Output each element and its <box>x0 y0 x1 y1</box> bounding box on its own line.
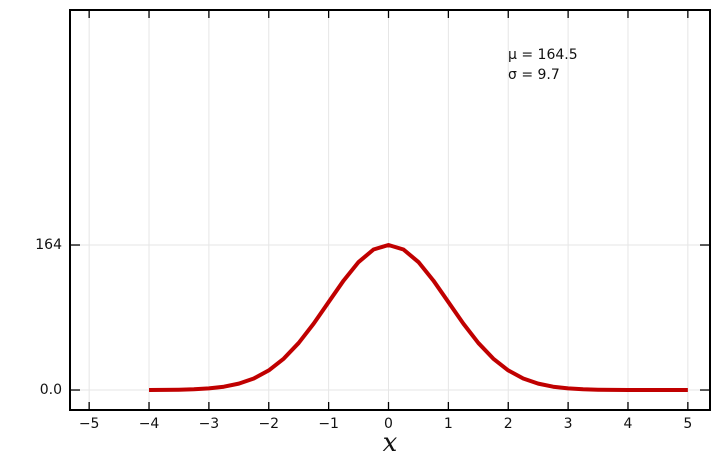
y-tick-label: 0.0 <box>40 382 62 398</box>
x-tick-label: −2 <box>258 416 279 432</box>
x-tick-label: 3 <box>564 416 573 432</box>
plot-area <box>70 10 710 410</box>
annotation: σ = 9.7 <box>508 67 560 83</box>
x-tick-label: 0 <box>384 416 393 432</box>
x-tick-label: −4 <box>139 416 160 432</box>
x-tick-label: −5 <box>79 416 100 432</box>
x-tick-label: 5 <box>683 416 692 432</box>
line <box>149 243 688 393</box>
x-tick-label: −3 <box>199 416 220 432</box>
curves <box>149 243 688 393</box>
x-tick-label: −1 <box>318 416 339 432</box>
x-tick-label: 2 <box>504 416 513 432</box>
annotation: μ = 164.5 <box>508 47 578 63</box>
x-axis-label: x <box>383 428 398 458</box>
x-tick-label: 4 <box>624 416 633 432</box>
x-tick-label: 1 <box>444 416 453 432</box>
plot-frame <box>69 9 711 411</box>
y-tick-label: 164 <box>35 237 62 253</box>
